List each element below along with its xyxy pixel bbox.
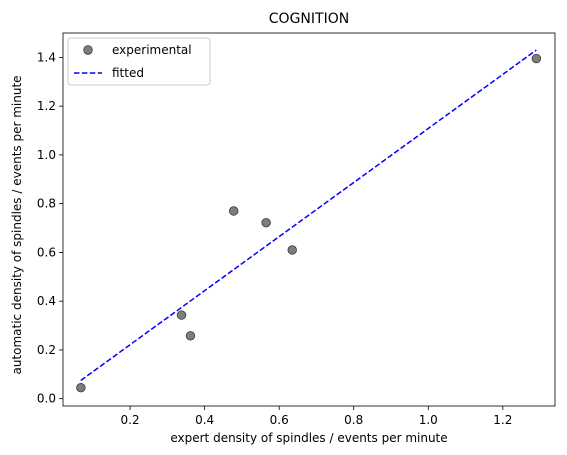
legend-box	[67, 37, 211, 86]
data-point	[287, 245, 297, 255]
data-point	[176, 310, 187, 320]
x-tick-label: 0.4	[195, 413, 214, 427]
y-tick-label: 0.2	[37, 343, 56, 357]
y-tick-label: 0.4	[37, 294, 56, 308]
data-marks	[76, 49, 542, 393]
plot-frame	[62, 32, 556, 407]
x-tick-label: 1.0	[419, 413, 438, 427]
y-tick-label: 1.4	[37, 50, 56, 64]
data-point	[229, 206, 239, 216]
y-tick-label: 0.0	[37, 392, 56, 406]
data-point	[76, 383, 86, 393]
x-tick-label: 0.2	[121, 413, 140, 427]
data-point	[531, 53, 542, 64]
legend: experimental fitted	[67, 37, 211, 86]
legend-marker-experimental	[83, 45, 93, 55]
x-tick-label: 0.6	[270, 413, 289, 427]
fitted-line	[80, 49, 537, 382]
x-tick-label: 1.2	[493, 413, 512, 427]
y-axis-ticks: 0.0 0.2 0.4 0.6 0.8 1.0 1.2 1.4	[37, 50, 63, 406]
y-tick-label: 1.2	[37, 99, 56, 113]
y-tick-label: 1.0	[37, 148, 56, 162]
legend-label-fitted: fitted	[112, 66, 144, 80]
y-tick-label: 0.6	[37, 245, 56, 259]
chart-title: COGNITION	[269, 11, 349, 27]
y-axis-label: automatic density of spindles / events p…	[10, 75, 24, 374]
y-tick-label: 0.8	[37, 197, 56, 211]
plot-area	[62, 32, 556, 407]
x-tick-label: 0.8	[344, 413, 363, 427]
x-axis-label: expert density of spindles / events per …	[170, 431, 447, 445]
x-axis-ticks: 0.2 0.4 0.6 0.8 1.0 1.2	[121, 406, 512, 427]
data-point	[185, 331, 196, 341]
data-point	[261, 217, 271, 228]
legend-label-experimental: experimental	[112, 43, 192, 57]
